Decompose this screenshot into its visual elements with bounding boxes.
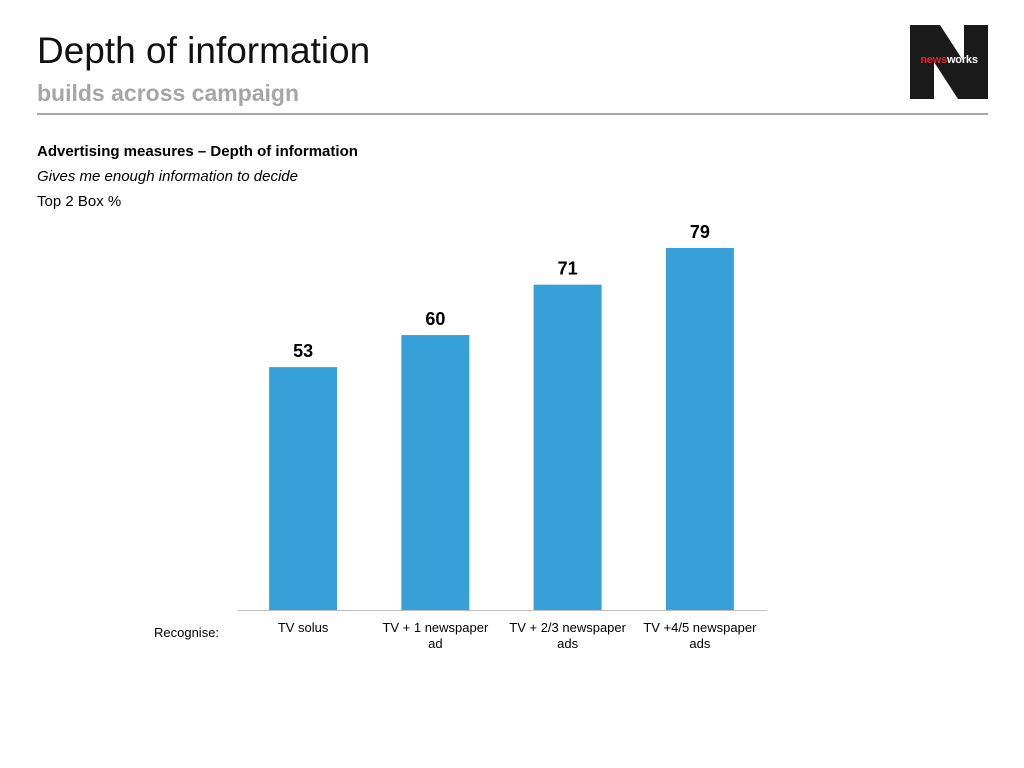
logo-wordmark: newsworks xyxy=(910,53,988,67)
category-label-4-line-2: ads xyxy=(689,636,710,651)
category-label-4-line-1: TV +4/5 newspaper xyxy=(643,620,757,635)
bar-2 xyxy=(401,335,470,610)
data-label-1: 53 xyxy=(293,341,313,361)
bar-3 xyxy=(533,284,602,610)
page-title: Depth of information xyxy=(37,30,371,71)
data-label-4: 79 xyxy=(690,222,710,242)
logo-word-news: news xyxy=(920,54,947,66)
bar-4 xyxy=(665,248,734,610)
bar-1 xyxy=(269,367,338,610)
header-divider xyxy=(37,113,988,115)
newsworks-logo: newsworks xyxy=(910,25,988,99)
data-label-3: 71 xyxy=(558,259,578,279)
category-label-3-line-1: TV + 2/3 newspaper xyxy=(509,620,626,635)
chart-measure-label: Top 2 Box % xyxy=(37,193,122,210)
logo-word-works: works xyxy=(946,54,978,66)
chart-subheading: Gives me enough information to decide xyxy=(37,168,298,185)
category-label-1-line-1: TV solus xyxy=(278,620,329,635)
category-label-3-line-2: ads xyxy=(557,636,578,651)
n-logo-icon xyxy=(910,25,988,99)
category-label-2-line-2: ad xyxy=(428,636,442,651)
category-row-label: Recognise: xyxy=(154,625,220,640)
page-subtitle: builds across campaign xyxy=(37,80,300,106)
category-label-2-line-1: TV + 1 newspaper xyxy=(382,620,489,635)
chart-heading: Advertising measures – Depth of informat… xyxy=(37,143,358,160)
data-label-2: 60 xyxy=(425,309,445,329)
